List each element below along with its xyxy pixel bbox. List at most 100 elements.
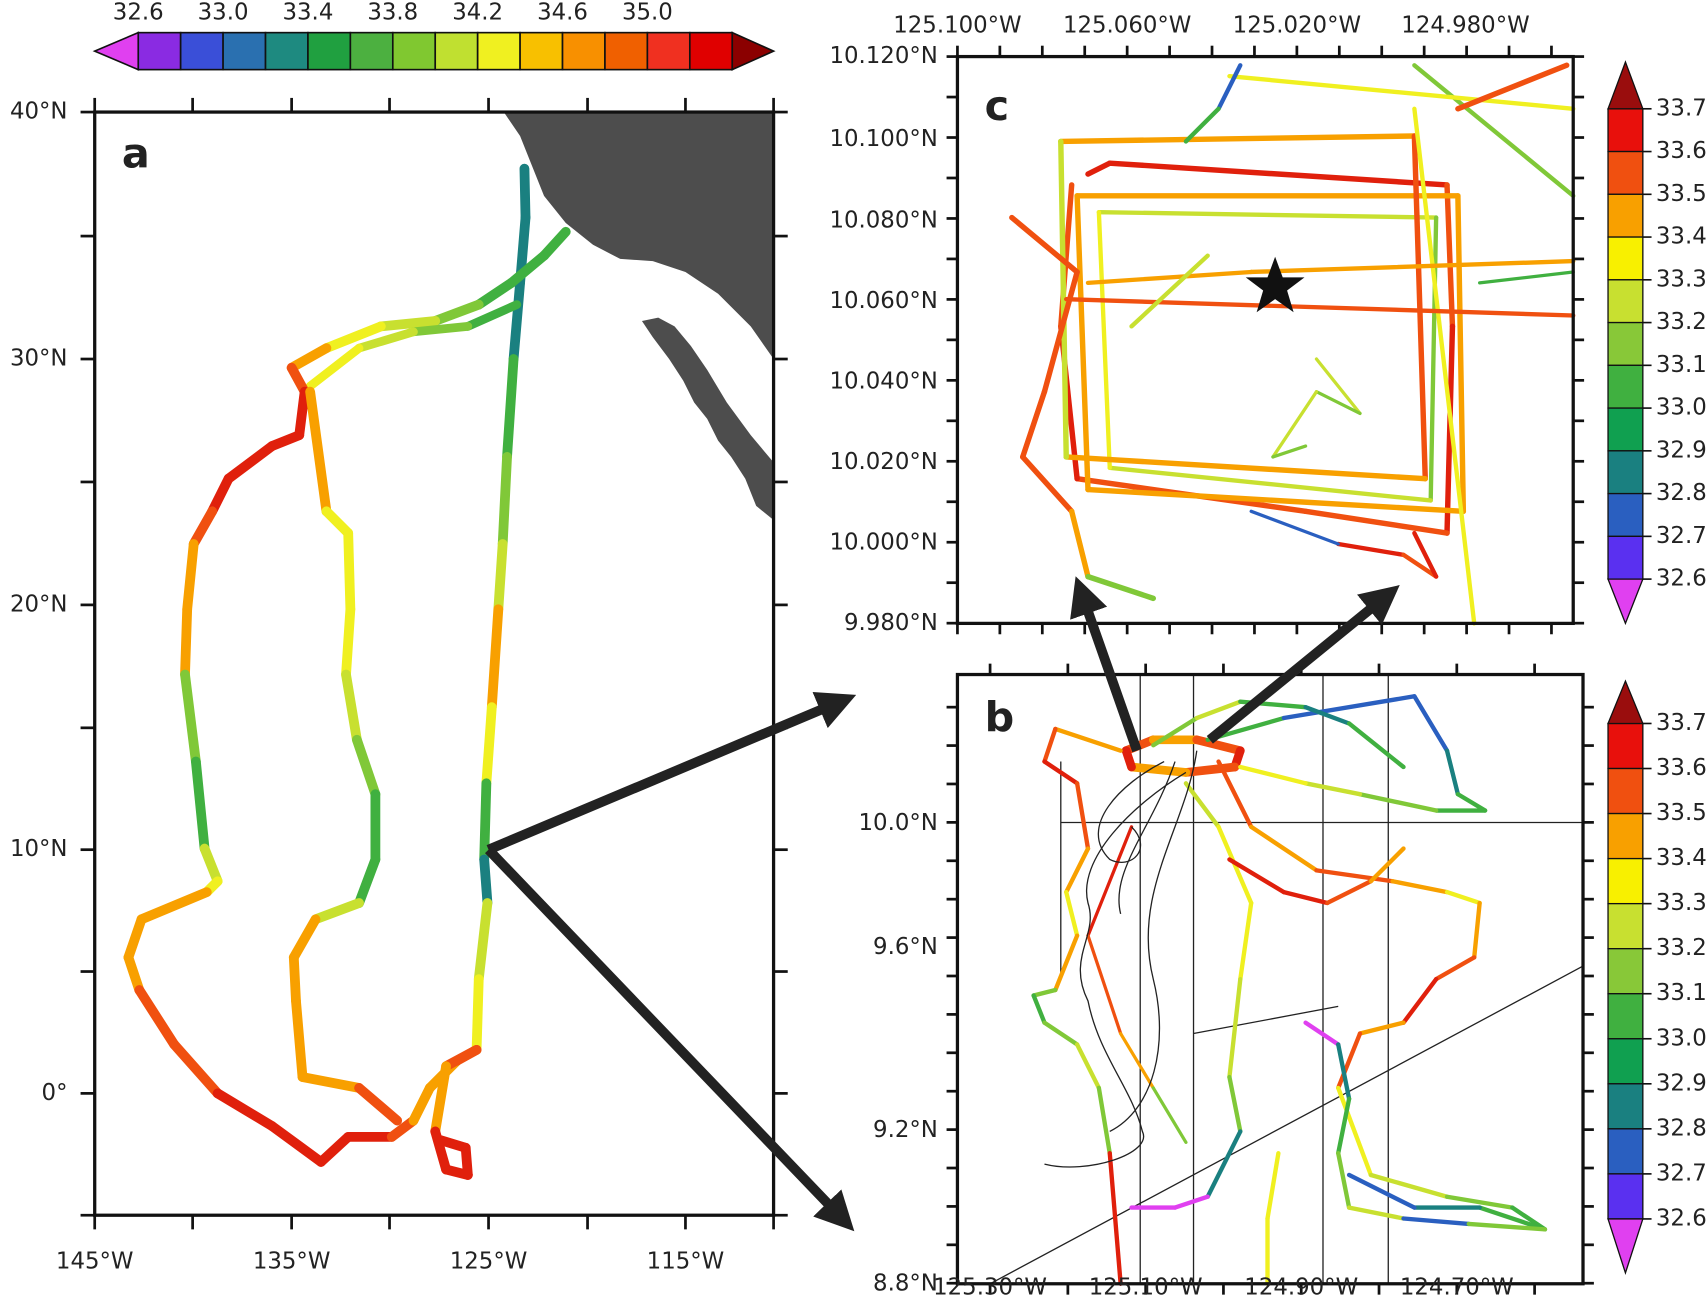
ship-track (1074, 781, 1091, 851)
ship-track (1041, 269, 1080, 395)
ship-track (1064, 297, 1576, 318)
colorbar-label: 32.6 (1656, 1205, 1706, 1231)
ship-track (1336, 1151, 1352, 1210)
panel-label: b (985, 693, 1015, 741)
ship-track (207, 473, 234, 517)
colorbar-segment (1607, 492, 1644, 538)
ship-track (1107, 1151, 1123, 1286)
colorbar-segment (1607, 193, 1644, 238)
colorbar-segment (1607, 279, 1644, 324)
colorbar-extend (1607, 679, 1644, 725)
colorbar-segment (646, 31, 691, 71)
ship-track (1181, 762, 1240, 777)
ship-track (1192, 735, 1245, 756)
colorbar-segment (1607, 948, 1644, 995)
ship-track (1303, 781, 1363, 797)
ship-track (1368, 1172, 1450, 1199)
ship-track (182, 539, 199, 615)
ship-track (1249, 509, 1340, 546)
colorbar-label: 33.1 (1656, 352, 1706, 378)
ship-track (1314, 390, 1362, 416)
ship-track (1096, 209, 1439, 220)
ship-track (1127, 762, 1191, 777)
reference-line (989, 674, 1584, 1285)
ship-track (1194, 699, 1243, 721)
ship-track (409, 322, 473, 337)
y-tick-label: 10.100°N (829, 126, 937, 152)
ship-track (341, 604, 356, 680)
ship-track (1151, 715, 1199, 748)
ship-track (1401, 552, 1439, 579)
ship-track (1068, 508, 1091, 580)
colorbar-label: 32.6 (1656, 566, 1706, 592)
colorbar-label: 33.2 (1656, 309, 1706, 335)
colorbar-segment (434, 31, 479, 71)
ship-track (123, 952, 145, 995)
ship-track (1466, 1221, 1548, 1232)
colorbar-label: 33.2 (1656, 935, 1706, 961)
colorbar-segment (1607, 407, 1644, 452)
colorbar-segment (222, 31, 267, 71)
colorbar-segment (688, 31, 734, 71)
ship-track (341, 669, 362, 745)
ship-track (1411, 133, 1428, 482)
ship-track (1444, 182, 1456, 330)
panel-c-frame (955, 54, 1575, 626)
ship-track (479, 778, 492, 865)
ship-track (1042, 1020, 1080, 1047)
ship-track (354, 854, 381, 908)
ship-track (1086, 825, 1134, 938)
ship-track (408, 1083, 435, 1126)
x-tick-label: 125.100°W (893, 13, 1021, 39)
colorbar-segment (264, 31, 309, 71)
ship-track (1053, 726, 1123, 753)
y-tick-label: 0° (42, 1080, 68, 1106)
land (503, 112, 774, 521)
colorbar-segment (1607, 236, 1644, 281)
ship-track (1455, 62, 1570, 112)
x-tick-label: 125.060°W (1063, 13, 1191, 39)
ship-track (1346, 721, 1406, 770)
colorbar-segment (1607, 812, 1644, 860)
ship-track (291, 996, 308, 1082)
ship-track (1303, 1020, 1341, 1047)
colorbar-label: 33.7 (1656, 710, 1706, 736)
ship-track (481, 702, 497, 789)
ship-track (497, 452, 512, 549)
colorbar-label: 33.5 (1656, 800, 1706, 826)
ship-track (1085, 269, 1254, 286)
ship-track (1444, 1194, 1515, 1210)
ship-track (1390, 879, 1450, 895)
ship-track (190, 756, 210, 854)
ship-track (343, 528, 356, 615)
colorbar-label: 33.6 (1656, 138, 1706, 164)
zoom-arrow (1206, 585, 1400, 744)
x-tick-label: 125.30°W (933, 1275, 1047, 1299)
station-star (1245, 256, 1305, 313)
ship-track (1058, 133, 1418, 145)
ship-track (1151, 1086, 1188, 1144)
ship-track (1019, 388, 1048, 460)
ship-track (354, 327, 418, 353)
ship-track (435, 1135, 471, 1153)
ship-track (1238, 764, 1308, 786)
ship-track (1346, 1205, 1406, 1221)
ship-track (1455, 193, 1467, 515)
ship-track (136, 887, 212, 925)
ship-track (1216, 759, 1254, 830)
ship-track (479, 854, 493, 908)
colorbar-label: 35.0 (622, 0, 673, 26)
y-tick-label: 10°N (10, 836, 68, 862)
y-tick-label: 40°N (10, 99, 68, 125)
ship-track (188, 506, 218, 549)
ship-track (1063, 454, 1428, 482)
ship-track (180, 669, 201, 767)
ship-track (1009, 214, 1080, 275)
ship-track (1412, 694, 1450, 753)
ship-track (294, 386, 310, 441)
ship-track (1019, 454, 1075, 515)
ship-track (1412, 63, 1576, 199)
ship-track (1314, 357, 1362, 416)
ship-track (169, 1039, 223, 1099)
ship-track (305, 343, 364, 391)
